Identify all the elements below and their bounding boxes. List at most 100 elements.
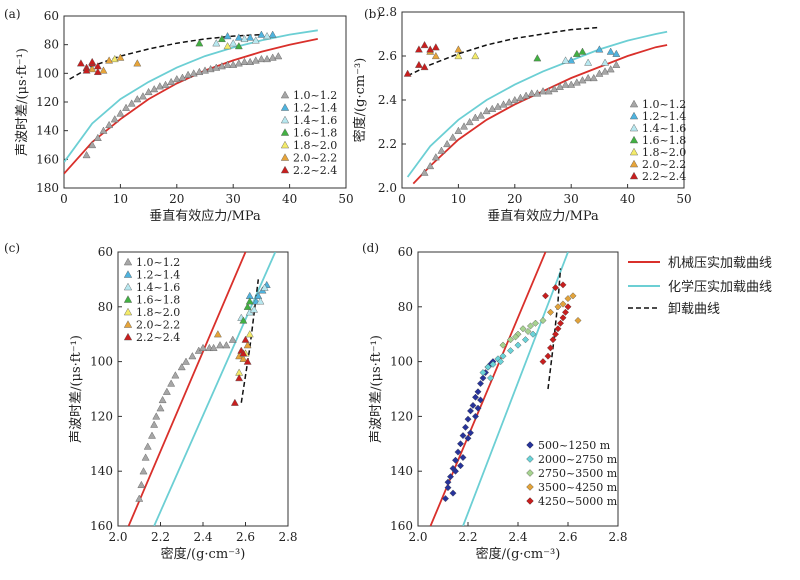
data-point [462, 423, 469, 431]
data-point [206, 65, 215, 73]
x-tick-label: 2.6 [236, 530, 255, 544]
data-point [474, 404, 482, 412]
chemical-legend-label: 化学压实加载曲线 [668, 279, 772, 295]
data-point [522, 336, 529, 344]
data-point [229, 60, 238, 68]
data-point [260, 283, 269, 291]
data-point [479, 374, 487, 382]
data-point [167, 379, 176, 387]
y-tick-label: 2.0 [378, 181, 397, 195]
data-point [201, 66, 209, 74]
legend-marker [123, 282, 133, 291]
data-point [510, 95, 519, 104]
data-point [195, 39, 204, 47]
data-point [474, 388, 482, 396]
data-point [148, 431, 156, 439]
x-tick-label: 2.0 [108, 530, 127, 544]
data-point [189, 69, 198, 77]
data-point [544, 352, 552, 360]
data-point [527, 89, 536, 97]
data-point [223, 42, 232, 50]
data-point [459, 432, 467, 440]
data-point [522, 91, 531, 99]
panel-d: (d) 2.0 2.2 2.4 2.6 2.8 60 80 100 120 140 160 密度/(g·… [362, 241, 628, 562]
data-point [477, 396, 484, 404]
y-tick-label: 2.2 [378, 137, 397, 151]
y-tick-label: 80 [44, 38, 59, 52]
data-point [562, 308, 569, 316]
chemical-curve [64, 29, 318, 163]
unload-curve [69, 33, 262, 80]
data-point [459, 454, 467, 461]
data-point [184, 70, 193, 78]
legend-label: 1.2~1.4 [293, 102, 337, 115]
data-point [539, 87, 547, 95]
data-point [507, 347, 514, 355]
legend-label: 1.0~1.2 [642, 98, 686, 111]
legend-label: 500~1250 m [538, 439, 611, 452]
y-tick-label: 60 [44, 9, 59, 23]
legend-marker [629, 111, 639, 120]
data-point [533, 54, 542, 62]
data-point [195, 67, 204, 75]
data-point [99, 66, 108, 74]
data-point [167, 77, 176, 86]
data-point [601, 67, 609, 75]
mechanical-legend-label: 机械压实加载曲线 [668, 256, 772, 271]
x-tick-label: 2.2 [458, 530, 477, 544]
data-point [552, 284, 559, 292]
data-point [234, 33, 243, 41]
data-point [512, 333, 519, 341]
data-point [539, 317, 547, 324]
y-tick-label: 120 [90, 409, 113, 423]
data-point [250, 305, 258, 313]
data-point [539, 358, 547, 366]
panel-label: (b) [364, 7, 381, 21]
x-tick-label: 2.4 [508, 530, 527, 544]
legend-label: 2.2~2.4 [642, 170, 686, 183]
data-point [584, 58, 593, 66]
y-tick-label: 80 [98, 300, 113, 314]
legend-marker [629, 135, 639, 144]
data-point [230, 398, 239, 406]
data-point [256, 297, 265, 305]
data-point [139, 92, 147, 100]
legend-marker [280, 128, 290, 136]
data-point [437, 146, 446, 154]
x-tick-label: 50 [338, 192, 353, 206]
y-tick-label: 180 [36, 181, 59, 195]
data-point [469, 401, 477, 409]
data-point [443, 139, 452, 148]
x-axis-label: 密度/(g·cm⁻³) [476, 546, 561, 562]
data-point [82, 66, 91, 74]
x-axis-label: 垂直有效应力/MPa [487, 208, 599, 224]
data-point [88, 65, 97, 73]
data-point [414, 45, 423, 53]
data-point [240, 57, 249, 65]
y-axis-label: 声波时差/(μs·ft⁻¹) [69, 335, 84, 443]
data-point [601, 58, 609, 66]
data-point [177, 363, 186, 371]
y-tick-label: 160 [36, 152, 59, 166]
data-point [559, 314, 567, 322]
data-point [452, 467, 459, 475]
legend-label: 1.6~1.8 [642, 134, 686, 147]
data-point [76, 59, 85, 67]
legend-label: 4250~5000 m [538, 495, 618, 508]
data-point [460, 122, 468, 130]
mechanical-curve [127, 252, 247, 526]
data-point [199, 343, 207, 351]
data-point [246, 57, 255, 65]
data-point [241, 335, 250, 343]
x-tick-label: 40 [282, 192, 297, 206]
data-point [110, 115, 119, 123]
data-point [612, 49, 621, 57]
data-point [122, 103, 130, 111]
data-point [489, 360, 497, 368]
legend-marker [629, 123, 639, 132]
y-tick-label: 60 [98, 245, 113, 259]
data-point [499, 100, 508, 108]
y-tick-label: 2.8 [378, 5, 397, 19]
data-point [133, 95, 142, 103]
